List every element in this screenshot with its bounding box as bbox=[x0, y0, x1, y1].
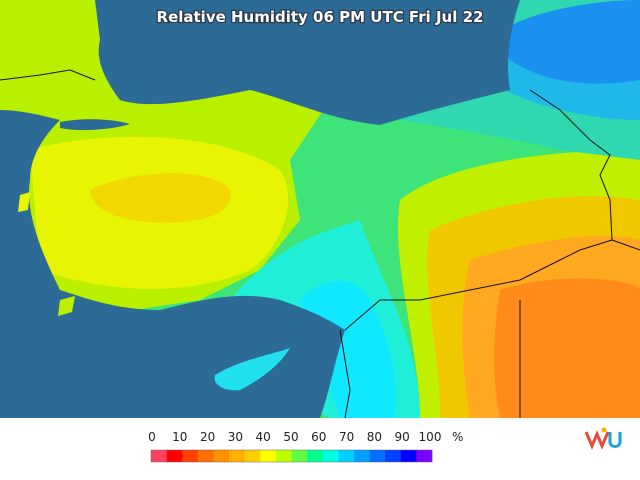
legend-label: 80 bbox=[367, 430, 382, 444]
legend-swatch bbox=[416, 450, 433, 462]
legend-swatch bbox=[213, 450, 230, 462]
legend-label: 40 bbox=[256, 430, 271, 444]
legend-label: 100 bbox=[419, 430, 442, 444]
legend-label: 20 bbox=[200, 430, 215, 444]
legend-label: 30 bbox=[228, 430, 243, 444]
legend-swatch bbox=[260, 450, 277, 462]
legend-label: 90 bbox=[395, 430, 410, 444]
legend-label: 50 bbox=[283, 430, 298, 444]
legend-swatch bbox=[166, 450, 183, 462]
logo bbox=[584, 427, 622, 450]
legend-swatch bbox=[291, 450, 308, 462]
legend-label: 70 bbox=[339, 430, 354, 444]
humidity-map bbox=[0, 0, 640, 418]
map-title: Relative Humidity 06 PM UTC Fri Jul 22 bbox=[157, 8, 484, 26]
legend-swatch bbox=[338, 450, 355, 462]
legend-swatch bbox=[322, 450, 339, 462]
legend-swatch bbox=[307, 450, 324, 462]
legend-swatch bbox=[400, 450, 417, 462]
legend-swatch bbox=[275, 450, 292, 462]
legend-swatch bbox=[197, 450, 214, 462]
legend-swatch bbox=[353, 450, 370, 462]
legend-frame bbox=[150, 449, 433, 463]
legend-swatch bbox=[151, 450, 167, 462]
legend-swatch bbox=[369, 450, 386, 462]
legend-unit: % bbox=[452, 430, 463, 444]
legend-swatch bbox=[182, 450, 199, 462]
legend-label: 10 bbox=[172, 430, 187, 444]
legend-swatch bbox=[385, 450, 402, 462]
legend-color-bar bbox=[150, 449, 433, 463]
legend-labels: 0 10 20 30 40 50 60 70 80 90 100% bbox=[148, 430, 463, 444]
legend-label: 0 bbox=[148, 430, 156, 444]
legend-swatch bbox=[244, 450, 261, 462]
legend-swatch bbox=[229, 450, 245, 462]
legend-label: 60 bbox=[311, 430, 326, 444]
